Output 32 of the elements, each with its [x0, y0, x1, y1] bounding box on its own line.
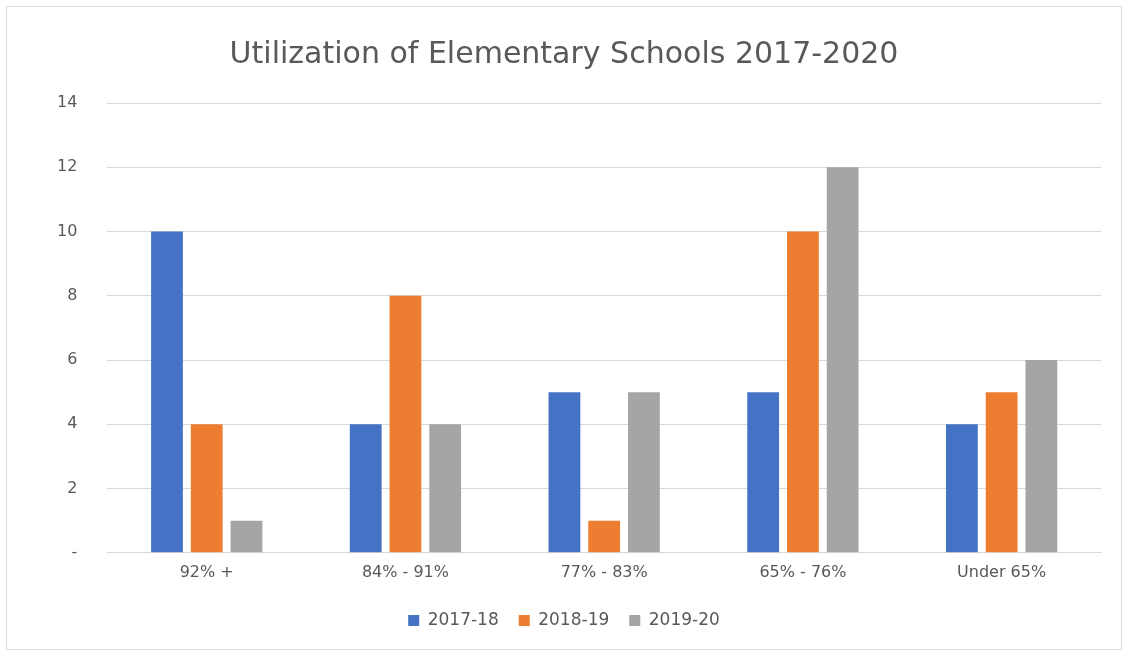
bar: [389, 295, 422, 553]
legend-label: 2018-19: [538, 608, 610, 629]
bar: [349, 424, 382, 553]
bar: [747, 392, 780, 553]
x-tick-label: Under 65%: [957, 561, 1047, 581]
bar: [230, 520, 263, 553]
bar: [548, 392, 581, 553]
y-tick-label: 8: [67, 284, 78, 304]
legend-label: 2017-18: [427, 608, 499, 629]
bar: [628, 392, 660, 553]
bar: [151, 231, 183, 553]
bar: [1025, 360, 1058, 553]
bar: [826, 167, 859, 553]
x-tick-label: 84% - 91%: [361, 561, 449, 581]
y-tick-label: 14: [57, 92, 78, 112]
bar: [787, 231, 819, 553]
x-tick-label: 77% - 83%: [560, 561, 648, 581]
legend-label: 2019-20: [648, 608, 720, 629]
x-tick-label: 65% - 76%: [759, 561, 847, 581]
bar: [588, 520, 621, 553]
y-tick-label: 2: [67, 477, 78, 497]
bar: [190, 424, 223, 553]
bar: [429, 424, 462, 553]
y-tick-label: 6: [67, 349, 78, 369]
chart-title: Utilization of Elementary Schools 2017-2020: [229, 34, 899, 70]
bar: [945, 424, 978, 553]
y-tick-label: 10: [57, 220, 78, 240]
y-tick-label: 12: [57, 156, 78, 176]
bar: [985, 392, 1018, 553]
y-tick-label: -: [71, 541, 78, 561]
x-tick-label: 92% +: [179, 561, 234, 581]
y-tick-label: 4: [67, 413, 78, 433]
